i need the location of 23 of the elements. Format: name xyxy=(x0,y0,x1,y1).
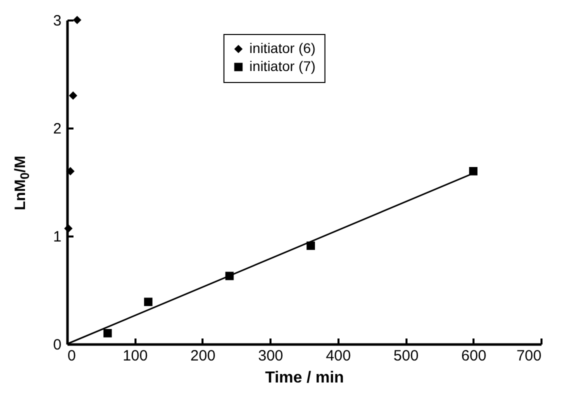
x-tick-label: 0 xyxy=(68,348,76,364)
y-tick-label: 0 xyxy=(53,336,62,354)
point xyxy=(103,329,112,338)
x-axis-title: Time / min xyxy=(265,370,344,386)
x-tick-label: 200 xyxy=(190,348,216,364)
x-tick-label: 700 xyxy=(516,348,542,364)
legend-label: initiator (7) xyxy=(249,58,316,74)
y-tick-label: 1 xyxy=(53,228,62,246)
legend-label: initiator (6) xyxy=(249,40,316,56)
point xyxy=(469,167,478,176)
point xyxy=(64,224,73,233)
x-tick-label: 500 xyxy=(394,348,419,364)
y-tick-label: 3 xyxy=(53,12,62,30)
y-tick-label: 2 xyxy=(53,120,62,138)
x-tick-label: 300 xyxy=(258,348,284,364)
x-tick-label: 600 xyxy=(461,348,486,364)
point xyxy=(68,91,78,100)
x-tick-label: 100 xyxy=(122,348,148,364)
x-tick-label: 400 xyxy=(326,348,351,364)
point xyxy=(306,242,315,250)
point xyxy=(72,16,82,24)
point xyxy=(144,298,152,306)
point xyxy=(66,167,75,176)
